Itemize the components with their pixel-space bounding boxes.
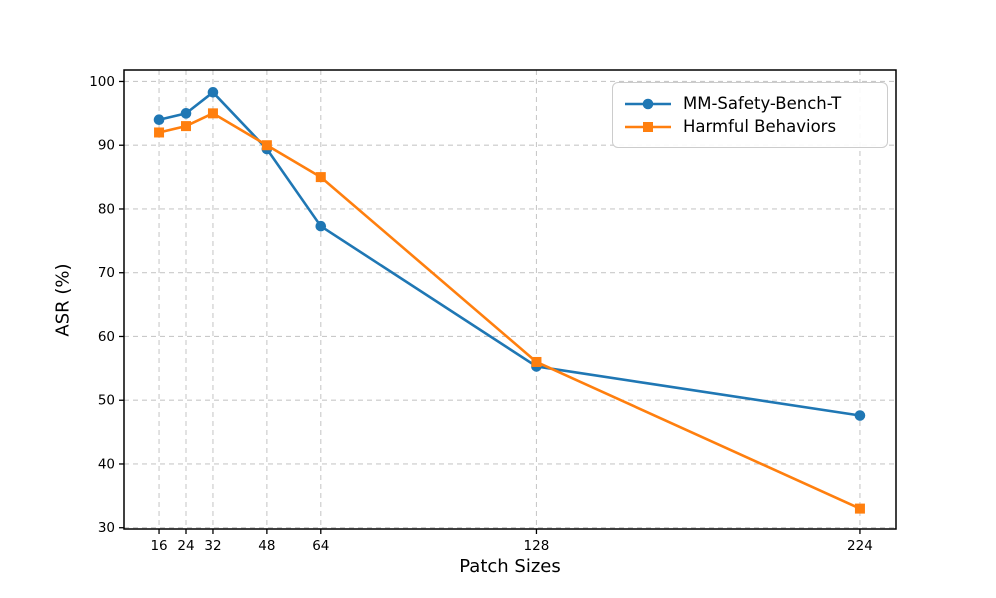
data-point-harmful-behaviors: [261, 140, 272, 151]
legend-sample-marker: [643, 121, 653, 132]
x-tick-label: 128: [524, 538, 550, 554]
data-point-harmful-behaviors: [531, 356, 542, 367]
legend-sample-marker: [642, 98, 654, 109]
series-line-harmful-behaviors: [157, 112, 862, 510]
y-tick-label: 80: [98, 201, 115, 217]
legend: MM-Safety-Bench-T Harmful Behaviors: [612, 82, 888, 148]
legend-item-mm-safety-bench-t: MM-Safety-Bench-T: [623, 94, 877, 114]
x-axis-label: Patch Sizes: [459, 556, 561, 577]
data-point-mm-safety-bench-t: [315, 220, 327, 232]
plot-border: [123, 69, 897, 530]
x-tick-label: 24: [177, 538, 194, 554]
y-tick-label: 30: [98, 520, 115, 536]
y-tick-label: 90: [98, 138, 115, 154]
data-point-harmful-behaviors: [181, 121, 192, 132]
y-tick-label: 70: [98, 265, 115, 281]
legend-label: MM-Safety-Bench-T: [683, 94, 842, 113]
data-point-mm-safety-bench-t: [153, 114, 165, 126]
y-tick-label: 60: [98, 329, 115, 345]
data-point-harmful-behaviors: [207, 108, 218, 119]
x-tick-label: 64: [312, 538, 329, 554]
y-tick-label: 50: [98, 393, 115, 409]
legend-line-square-icon: [625, 121, 671, 132]
data-point-harmful-behaviors: [315, 172, 326, 183]
y-tick-label: 100: [89, 74, 115, 90]
x-tick-label: 224: [847, 538, 873, 554]
y-axis-label: ASR (%): [52, 263, 74, 337]
data-point-mm-safety-bench-t: [854, 410, 866, 421]
legend-label: Harmful Behaviors: [683, 117, 837, 136]
x-tick-label: 16: [150, 538, 167, 554]
data-point-mm-safety-bench-t: [207, 87, 219, 98]
legend-item-harmful-behaviors: Harmful Behaviors: [623, 117, 877, 137]
data-point-harmful-behaviors: [154, 127, 165, 138]
data-point-mm-safety-bench-t: [180, 108, 192, 119]
y-tick-label: 40: [98, 456, 115, 472]
x-tick-label: 32: [204, 538, 221, 554]
x-tick-label: 48: [258, 538, 275, 554]
data-point-harmful-behaviors: [854, 503, 865, 514]
legend-line-circle-icon: [625, 98, 671, 109]
